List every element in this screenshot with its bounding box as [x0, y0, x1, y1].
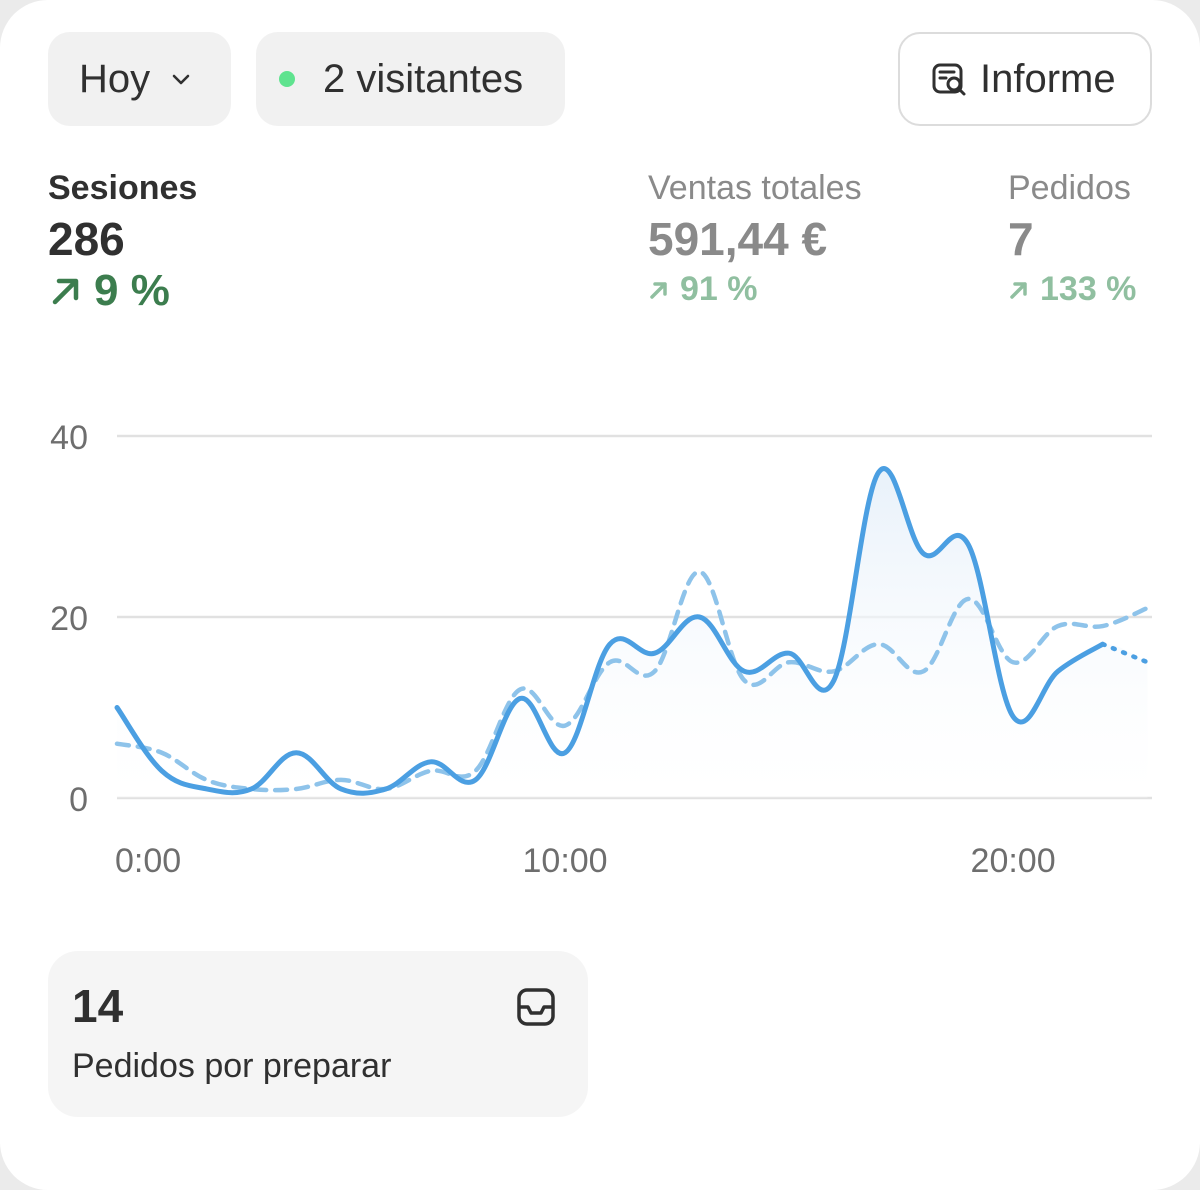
x-tick-label: 20:00	[971, 842, 1056, 880]
metric-sessions[interactable]: Sesiones 286 9 %	[48, 168, 197, 316]
y-tick-label: 20	[50, 600, 88, 638]
data-point	[832, 678, 836, 682]
data-point	[1146, 660, 1150, 664]
y-tick-label: 0	[69, 781, 88, 819]
date-range-label: Hoy	[79, 56, 151, 101]
metric-total-sales[interactable]: Ventas totales 591,44 € 91 %	[648, 168, 862, 309]
report-search-icon	[932, 63, 966, 96]
series-area	[117, 468, 1148, 798]
data-point	[249, 787, 253, 791]
date-range-select[interactable]: Hoy	[48, 32, 231, 126]
data-point	[877, 470, 881, 474]
chevron-down-icon	[172, 74, 190, 85]
metric-value: 7	[1008, 213, 1034, 265]
x-tick-label: 10:00	[523, 842, 608, 880]
data-point	[473, 778, 477, 782]
data-point	[1011, 715, 1015, 719]
sessions-line-chart[interactable]: 0 20 40 0:00 10:00 20:00	[0, 400, 1200, 900]
data-point	[697, 615, 701, 619]
metric-change: 133 %	[1008, 270, 1136, 309]
y-tick-label: 40	[50, 419, 88, 457]
metric-title: Pedidos	[1008, 169, 1131, 207]
data-point	[384, 787, 388, 791]
metric-change: 9 %	[48, 266, 197, 316]
metric-change: 91 %	[648, 270, 862, 309]
data-point	[294, 751, 298, 755]
data-point	[742, 669, 746, 673]
data-point	[160, 769, 164, 773]
metric-orders[interactable]: Pedidos 7 133 %	[1008, 168, 1136, 309]
metric-change-value: 133 %	[1040, 270, 1137, 308]
metric-change-value: 91 %	[680, 270, 758, 308]
metric-title: Sesiones	[48, 169, 198, 207]
arrow-up-right-icon	[1010, 281, 1027, 299]
data-point	[429, 760, 433, 764]
live-dot-icon	[279, 71, 295, 87]
metric-title: Ventas totales	[648, 169, 862, 207]
orders-to-fulfill-label: Pedidos por preparar	[72, 1047, 392, 1085]
orders-to-fulfill-count: 14	[72, 980, 124, 1032]
data-point	[115, 706, 119, 710]
data-point	[205, 787, 209, 791]
data-point	[563, 751, 567, 755]
series-line-previous	[114, 569, 1150, 793]
data-point	[1056, 669, 1060, 673]
data-point	[518, 696, 522, 700]
report-label: Informe	[980, 56, 1116, 101]
data-point	[966, 543, 970, 547]
series-line-current	[114, 466, 1106, 796]
live-visitors-button[interactable]: 2 visitantes	[256, 32, 565, 126]
metric-value: 591,44 €	[648, 213, 828, 265]
orders-to-fulfill-card[interactable]: 14 Pedidos por preparar	[48, 951, 588, 1117]
arrow-up-right-icon	[650, 281, 667, 299]
live-visitors-label: 2 visitantes	[323, 56, 524, 101]
data-point	[787, 651, 791, 655]
metric-change-value: 9 %	[94, 266, 170, 315]
series-line-current-partial	[1100, 641, 1150, 665]
data-point	[653, 651, 657, 655]
data-point	[339, 787, 343, 791]
arrow-up-right-icon	[52, 278, 79, 305]
report-button[interactable]: Informe	[898, 32, 1152, 126]
x-tick-label: 0:00	[115, 842, 181, 880]
inbox-icon	[517, 988, 555, 1026]
metric-value: 286	[48, 213, 125, 265]
data-point	[921, 552, 925, 556]
data-point	[608, 642, 612, 646]
data-point	[1101, 642, 1105, 646]
